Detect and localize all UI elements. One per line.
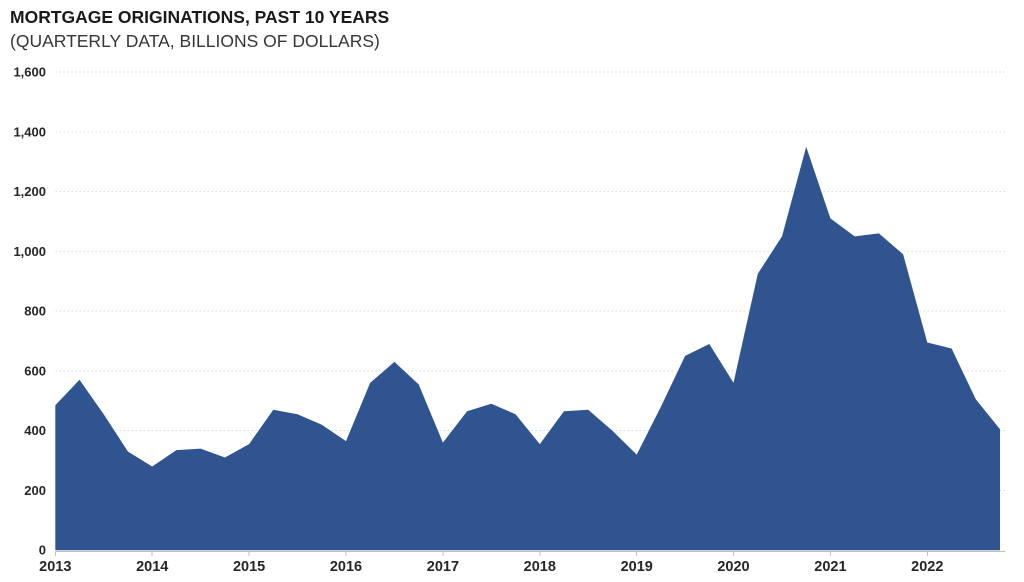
chart-title: MORTGAGE ORIGINATIONS, PAST 10 YEARS [10, 7, 390, 27]
x-axis-label: 2014 [136, 559, 168, 575]
x-axis-label: 2019 [621, 559, 653, 575]
y-axis-label: 1,400 [13, 124, 46, 139]
y-axis-label: 1,200 [13, 184, 46, 199]
x-axis-label: 2022 [911, 559, 943, 575]
x-axis-label: 2013 [39, 559, 71, 575]
x-axis-label: 2016 [330, 559, 362, 575]
x-axis-label: 2020 [717, 559, 749, 575]
area-series-mortgage-originations [55, 146, 1001, 551]
y-axis-label: 800 [24, 304, 46, 319]
x-axis-label: 2017 [427, 559, 459, 575]
x-axis-label: 2015 [233, 559, 265, 575]
x-axis-label: 2021 [814, 559, 846, 575]
chart-subtitle: (QUARTERLY DATA, BILLIONS OF DOLLARS) [10, 31, 380, 51]
y-axis-label: 1,600 [13, 65, 46, 80]
y-axis-label: 400 [24, 423, 46, 438]
y-axis-label: 200 [24, 483, 46, 498]
x-axis-label: 2018 [524, 559, 556, 575]
y-axis-label: 0 [39, 543, 46, 558]
y-axis-label: 600 [24, 363, 46, 378]
y-axis-label: 1,000 [13, 244, 46, 259]
